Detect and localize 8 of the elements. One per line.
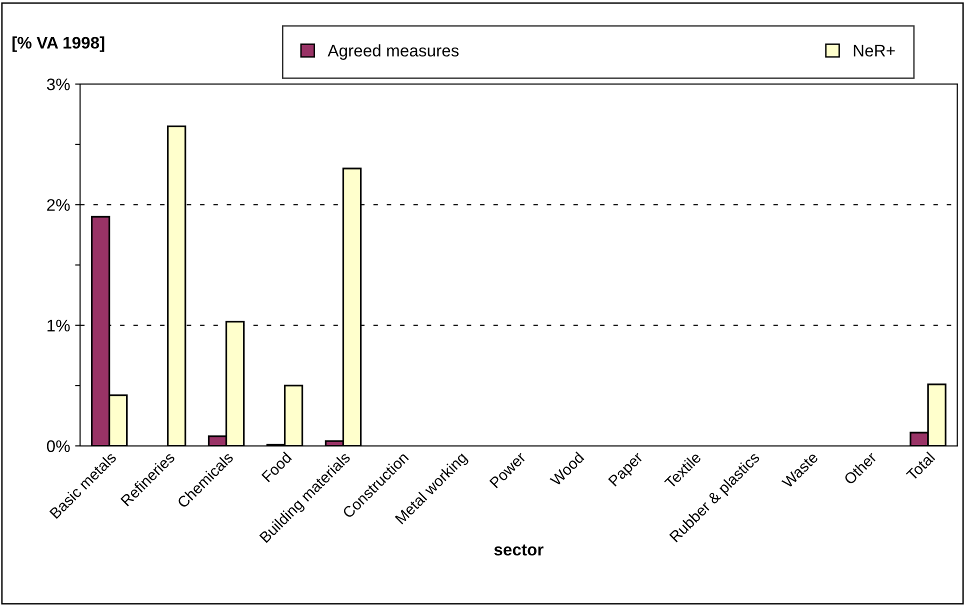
x-axis-title: sector	[494, 544, 544, 556]
legend-label: Agreed measures	[328, 44, 459, 60]
y-tick-label: 1%	[48, 320, 70, 332]
legend-label: NeR+	[854, 44, 895, 57]
y-tick-label: 3%	[46, 78, 70, 90]
y-tick-label: 2%	[47, 199, 70, 211]
y-tick-label: 0%	[46, 440, 70, 452]
y-axis-title: [% VA 1998]	[12, 36, 104, 52]
